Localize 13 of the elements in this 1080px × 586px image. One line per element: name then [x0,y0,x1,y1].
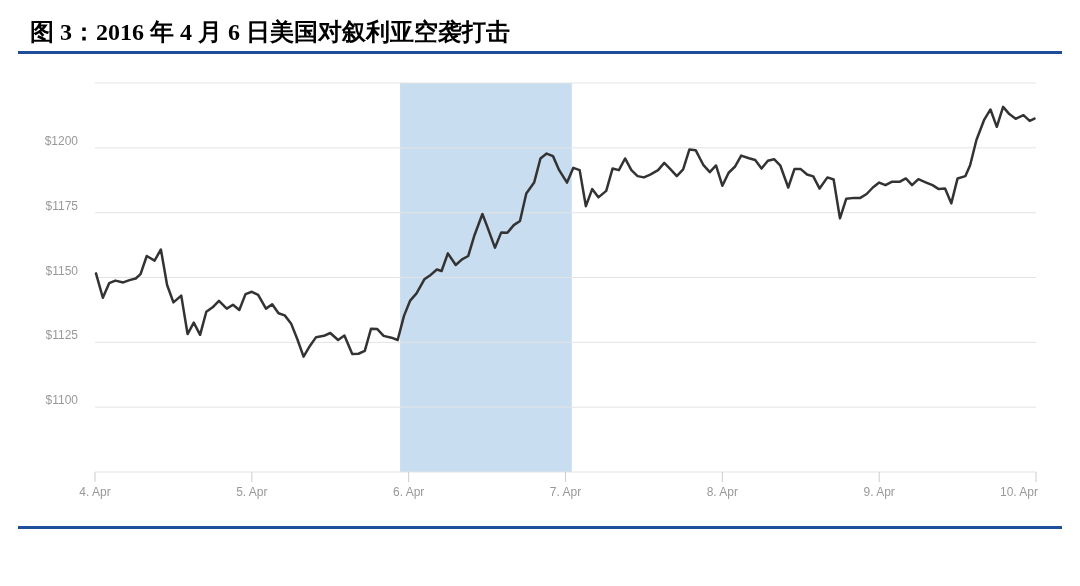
y-tick-label: $1150 [45,263,79,278]
y-tick-label: $1100 [45,393,79,408]
y-tick-label: $1175 [45,198,79,213]
x-tick-label: 7. Apr [549,485,582,499]
x-tick-label: 6. Apr [392,485,425,499]
x-tick-label: 10. Apr [999,485,1038,499]
x-tick-label: 4. Apr [79,485,111,499]
y-tick-label: $1125 [45,328,79,343]
y-tick-label: $1200 [44,133,79,148]
x-tick-label: 8. Apr [706,485,739,499]
x-tick-label: 9. Apr [863,485,895,499]
x-tick-label: 5. Apr [236,485,268,499]
chart-title: 图 3：2016 年 4 月 6 日美国对叙利亚空袭打击 [30,18,510,45]
